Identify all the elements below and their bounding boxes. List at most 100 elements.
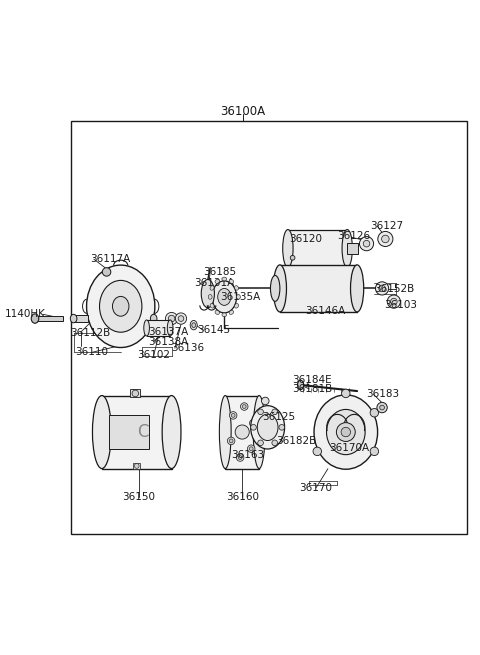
Text: 36102: 36102 [137,350,170,360]
Circle shape [258,409,264,415]
Circle shape [342,389,350,398]
Text: 36184E: 36184E [293,375,332,385]
Circle shape [387,295,400,309]
Circle shape [272,409,277,415]
Ellipse shape [31,314,39,324]
Ellipse shape [290,255,295,260]
Circle shape [248,445,255,453]
Ellipse shape [144,320,149,336]
Text: 36152B: 36152B [374,284,414,294]
Circle shape [132,390,139,397]
Circle shape [258,440,264,445]
Circle shape [341,427,350,437]
Circle shape [229,439,233,443]
Ellipse shape [150,314,157,323]
Ellipse shape [190,320,197,330]
Circle shape [336,422,355,441]
Circle shape [240,403,248,410]
Text: 36181B: 36181B [293,384,333,394]
Ellipse shape [270,276,280,301]
Circle shape [175,313,187,324]
Ellipse shape [112,297,129,316]
Text: 36117A: 36117A [90,254,131,264]
Ellipse shape [215,280,219,284]
Text: C: C [138,423,149,441]
Ellipse shape [219,396,231,468]
Text: 36150: 36150 [122,492,155,502]
Text: 36112B: 36112B [70,328,110,338]
Circle shape [272,440,277,445]
Ellipse shape [283,229,293,267]
Text: 36185: 36185 [203,267,236,277]
Ellipse shape [93,396,111,468]
Circle shape [380,405,384,410]
Bar [109,415,149,449]
Ellipse shape [210,286,214,290]
Circle shape [382,235,389,243]
Circle shape [178,316,184,322]
Circle shape [102,268,111,276]
Ellipse shape [222,277,227,281]
Circle shape [251,424,256,430]
Text: 36182B: 36182B [276,436,316,447]
Circle shape [379,285,385,291]
Text: 1140HK: 1140HK [5,309,46,320]
Circle shape [360,236,373,251]
Text: 36120: 36120 [289,234,322,244]
Circle shape [166,312,178,325]
Bar [146,320,170,336]
Ellipse shape [235,286,239,290]
Ellipse shape [208,295,212,299]
Text: 36136: 36136 [171,343,204,353]
Ellipse shape [229,280,234,284]
Ellipse shape [257,414,278,441]
Text: 36135A: 36135A [220,292,261,302]
Ellipse shape [201,280,215,308]
Bar [133,463,141,469]
Text: 36131A: 36131A [194,278,234,288]
Circle shape [363,240,370,247]
Circle shape [235,425,249,439]
Bar [280,265,357,312]
Circle shape [168,315,175,322]
Ellipse shape [192,323,195,328]
Text: 36146A: 36146A [305,306,346,316]
Ellipse shape [212,281,237,313]
Ellipse shape [253,396,265,468]
Ellipse shape [251,405,285,449]
Text: 36127: 36127 [370,221,403,231]
Ellipse shape [237,295,240,299]
Text: 36137A: 36137A [148,328,188,337]
Ellipse shape [86,265,155,348]
Circle shape [370,447,379,456]
Text: 36145: 36145 [197,326,230,335]
Circle shape [249,447,253,451]
Bar [288,229,347,267]
Text: 36170A: 36170A [329,443,369,453]
Circle shape [134,464,139,468]
Ellipse shape [342,229,352,267]
Bar [130,388,141,397]
Ellipse shape [350,265,364,312]
Text: 36126: 36126 [337,231,371,240]
Circle shape [391,298,397,305]
Ellipse shape [99,280,142,332]
Circle shape [229,411,237,419]
Text: 36138A: 36138A [148,337,188,346]
Circle shape [370,409,379,417]
Text: 36125: 36125 [262,412,295,422]
Ellipse shape [210,303,214,308]
Ellipse shape [235,303,239,308]
Ellipse shape [273,265,287,312]
Bar [36,316,63,321]
Ellipse shape [314,395,378,469]
Circle shape [252,421,255,425]
Text: 36110: 36110 [75,347,108,358]
Ellipse shape [218,288,231,305]
Text: 36183: 36183 [367,389,400,400]
Circle shape [279,424,285,430]
Ellipse shape [168,320,173,336]
Circle shape [378,231,393,246]
Circle shape [262,397,269,405]
Text: 36170: 36170 [300,483,333,493]
